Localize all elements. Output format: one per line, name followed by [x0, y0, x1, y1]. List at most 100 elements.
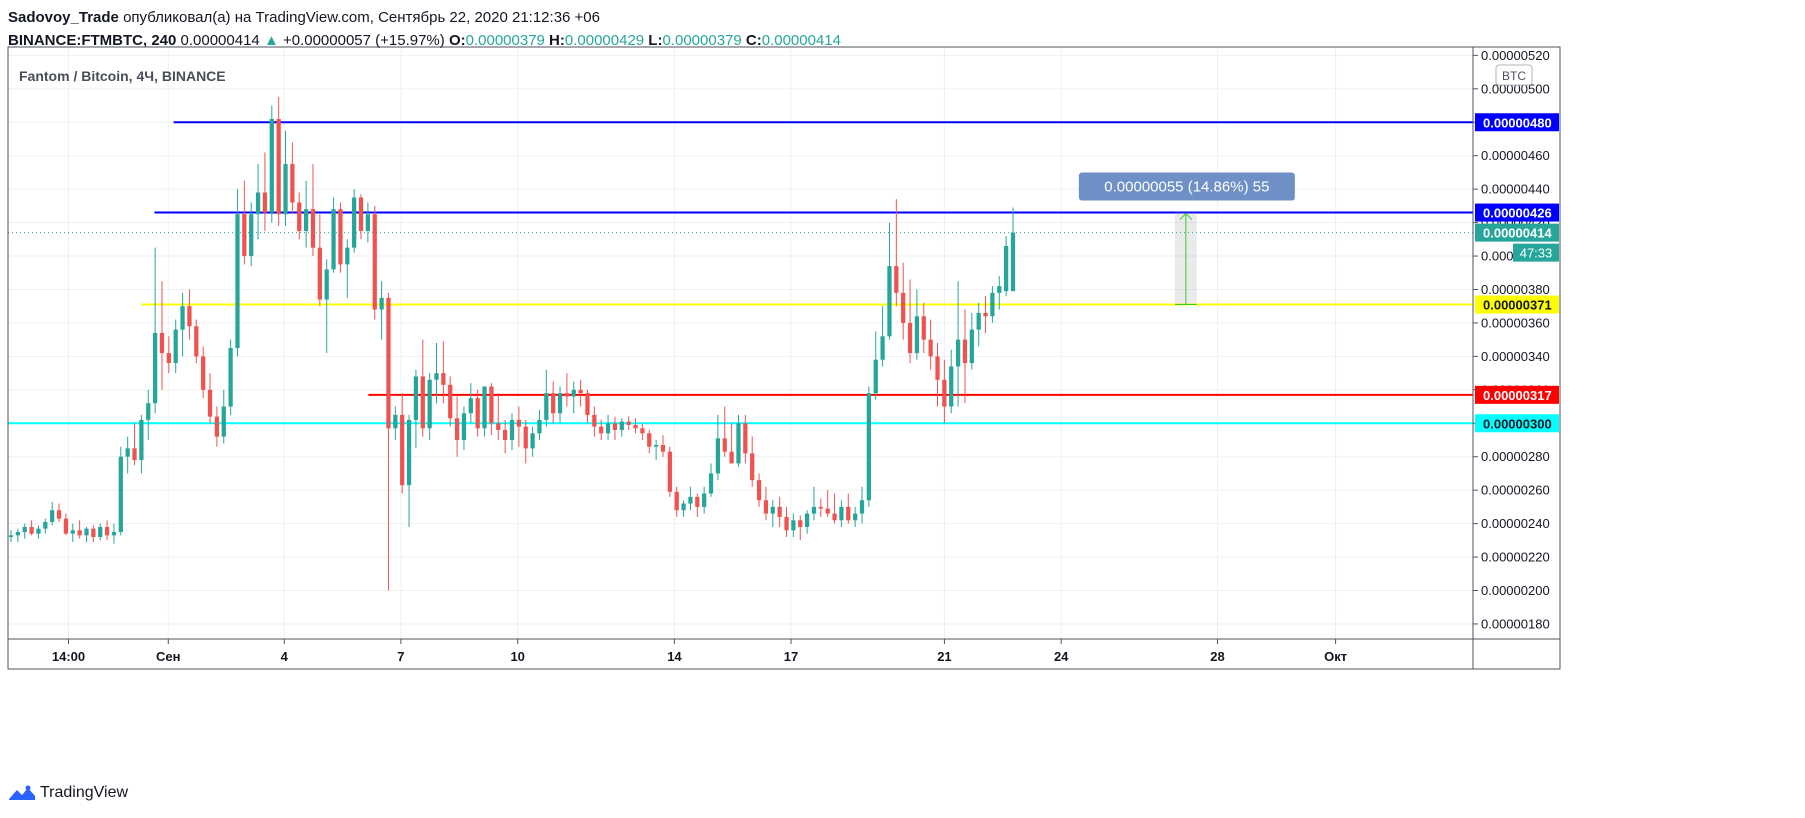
y-tick-label: 0.00000240: [1481, 516, 1550, 531]
candle-body: [688, 496, 693, 504]
candle-body: [283, 164, 288, 215]
candle-body: [599, 426, 604, 434]
candle-body: [91, 528, 96, 537]
candle-body: [859, 500, 865, 514]
candle-body: [1010, 232, 1016, 292]
candle-body: [214, 416, 220, 437]
x-tick-label: 17: [784, 649, 798, 664]
close-label: C:: [745, 32, 762, 49]
candle-body: [640, 428, 645, 434]
candle-body: [571, 389, 576, 397]
candle-body: [379, 297, 384, 310]
candle-body: [667, 451, 672, 492]
candle-body: [104, 526, 110, 536]
publish-info: Sadovoy_Trade опубликовал(а) на TradingV…: [8, 6, 841, 29]
candle-body: [976, 312, 981, 330]
candle-body: [949, 366, 954, 407]
candle-body: [249, 214, 254, 257]
candle-body: [983, 312, 988, 317]
candle-body: [118, 456, 123, 532]
tradingview-logo[interactable]: TradingView: [8, 784, 128, 802]
candle-body: [551, 393, 556, 414]
x-tick-label: Сен: [156, 649, 180, 664]
candle-body: [544, 393, 549, 420]
candle-body: [146, 403, 151, 420]
candle-body: [612, 423, 618, 430]
candle-body: [338, 209, 343, 265]
candle-body: [942, 379, 947, 407]
y-tick-label: 0.00000340: [1481, 349, 1550, 364]
level-price-label: 0.00000300: [1483, 416, 1552, 431]
candle-body: [681, 503, 686, 511]
candle-body: [132, 448, 137, 461]
candle-body: [50, 510, 55, 522]
candle-body: [736, 423, 741, 464]
currency-badge[interactable]: [1495, 64, 1533, 86]
candle-body: [400, 414, 405, 486]
candle-body: [839, 506, 844, 521]
candle-body: [207, 389, 213, 417]
tradingview-logo-icon: [9, 785, 35, 800]
horizontal-levels: [8, 121, 1473, 425]
grid: [8, 47, 1473, 639]
candle-body: [345, 247, 350, 265]
price-labels: 0.00000480 0.00000426 0.00000371 0.00000317…: [1475, 64, 1559, 433]
candle-body: [255, 192, 261, 215]
candle-body: [468, 398, 473, 414]
candle-body: [695, 496, 700, 507]
x-tick-label: 14:00: [52, 649, 85, 664]
candle-body: [461, 413, 467, 440]
countdown-box: [1513, 243, 1559, 262]
last-price-label: 0.00000414: [1483, 226, 1552, 241]
candle-body: [743, 423, 748, 454]
candle-body: [420, 376, 425, 429]
countdown-label: 47:33: [1520, 246, 1553, 261]
candle-body: [846, 506, 851, 521]
candle-body: [98, 526, 103, 537]
candle-body: [626, 421, 631, 425]
candle-body: [880, 336, 885, 360]
candle-body: [70, 530, 75, 534]
candle-body: [29, 526, 34, 534]
y-tick-label: 0.00000380: [1481, 282, 1550, 297]
candle-body: [475, 398, 480, 429]
candle-body: [708, 473, 714, 494]
chart-frame: [7, 46, 1561, 670]
close-value: 0.00000414: [761, 32, 841, 49]
candle-body: [496, 423, 501, 430]
x-tick-label: 14: [667, 649, 682, 664]
symbol-info: BINANCE:FTMBTC, 240 0.00000414 ▲ +0.0000…: [8, 29, 841, 52]
author-name[interactable]: Sadovoy_Trade: [8, 9, 119, 26]
candle-body: [36, 528, 41, 534]
currency-badge-label: BTC: [1502, 69, 1526, 83]
candle-body: [317, 247, 322, 300]
candle-body: [791, 520, 796, 531]
candle-body: [935, 356, 940, 380]
price-range-measure[interactable]: 0.00000055 (14.86%) 55: [1078, 172, 1295, 306]
candle-body: [15, 531, 20, 536]
candle-body: [798, 520, 803, 527]
candle-body: [310, 209, 316, 248]
candle-body: [825, 508, 830, 514]
price-change: +0.00000057 (+15.97%): [282, 32, 445, 49]
candle-body: [653, 445, 659, 447]
high-label: H:: [549, 32, 565, 49]
candle-body: [242, 214, 247, 257]
candle-body: [619, 421, 624, 430]
candle-body: [921, 316, 926, 340]
candle-body: [928, 339, 933, 357]
change-arrow-icon: ▲: [263, 32, 279, 49]
candle-body: [516, 419, 521, 427]
candle-body: [914, 316, 920, 354]
candle-body: [194, 326, 199, 357]
candle-body: [166, 353, 171, 364]
candle-body: [585, 393, 590, 415]
chart-header: Sadovoy_Trade опубликовал(а) на TradingV…: [8, 6, 841, 52]
candle-body: [784, 516, 789, 531]
candle-body: [887, 266, 892, 337]
brand-name: TradingView: [40, 784, 129, 801]
candle-body: [804, 513, 810, 527]
candle-body: [406, 419, 412, 486]
candle-body: [22, 526, 27, 532]
